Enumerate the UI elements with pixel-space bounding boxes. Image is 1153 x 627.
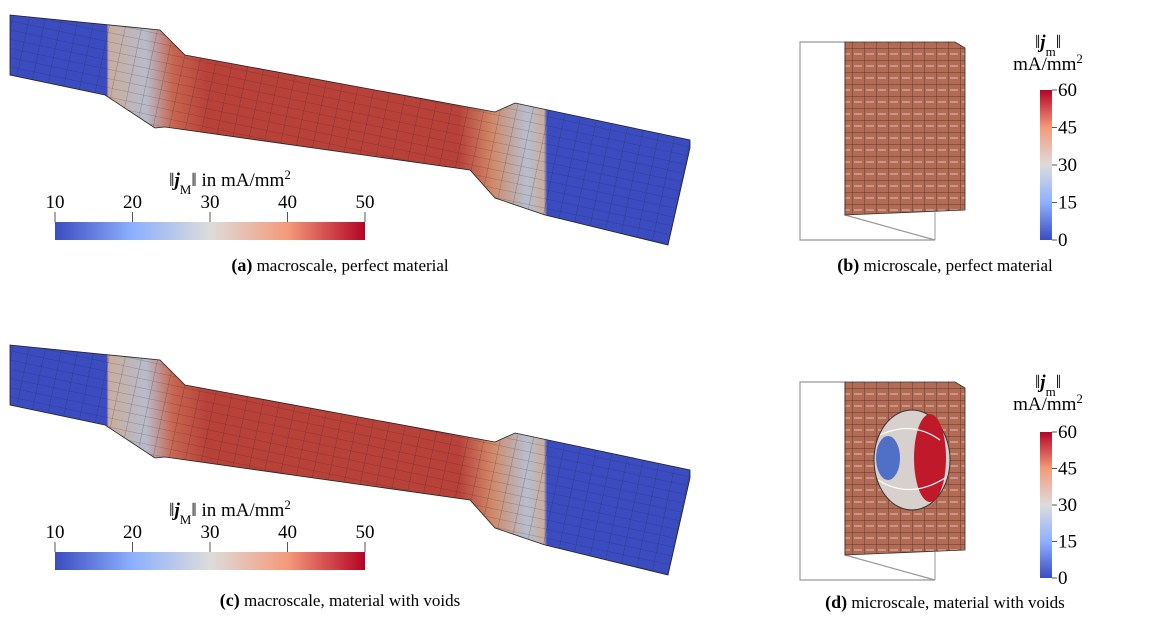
figure: (a) macroscale, perfect material10203040… — [0, 0, 1153, 627]
colorbar-title: ‖jM‖ in mA/mm2 — [169, 497, 291, 527]
caption-text: microscale, perfect material — [864, 256, 1054, 275]
tick-label: 40 — [278, 522, 297, 543]
tick-label: 30 — [1058, 155, 1077, 176]
tick-label: 60 — [1058, 422, 1077, 443]
title-part: ‖ in mA/mm — [191, 500, 284, 521]
tick-label: 20 — [123, 192, 142, 213]
tick-label: 15 — [1058, 193, 1077, 214]
caption-label: (c) — [220, 590, 240, 611]
tick-label: 50 — [356, 192, 375, 213]
tick-label: 60 — [1058, 80, 1077, 101]
micro-mesh — [800, 42, 965, 240]
tick-label: 45 — [1058, 459, 1077, 480]
caption: (a) macroscale, perfect material — [231, 255, 449, 276]
caption: (c) macroscale, material with voids — [220, 590, 460, 611]
title-part: ‖ — [1056, 372, 1061, 393]
caption-label: (b) — [837, 255, 859, 276]
colorbar — [1040, 432, 1052, 578]
tick-label: 10 — [46, 522, 65, 543]
tick-label: 45 — [1058, 118, 1077, 139]
title-part: ‖ — [1056, 32, 1061, 53]
macro-mesh — [10, 345, 690, 575]
tick-label: 10 — [46, 192, 65, 213]
tick-label: 0 — [1058, 230, 1068, 251]
caption-text: microscale, material with voids — [851, 593, 1064, 612]
tick-label: 15 — [1058, 532, 1077, 553]
micro-mesh-voids — [800, 382, 965, 580]
caption-text: macroscale, perfect material — [257, 256, 449, 275]
tick-label: 40 — [278, 192, 297, 213]
title-part: 2 — [1076, 51, 1083, 66]
tick-label: 0 — [1058, 568, 1068, 589]
caption: (d) microscale, material with voids — [825, 592, 1065, 613]
tick-label: 30 — [201, 192, 220, 213]
title-part: ‖ in mA/mm — [191, 170, 284, 191]
macro-mesh — [10, 15, 690, 245]
title-part: mA/mm — [1013, 394, 1077, 415]
colorbar-title: ‖jM‖ in mA/mm2 — [169, 167, 291, 197]
colorbar — [1040, 90, 1052, 240]
tick-label: 30 — [1058, 495, 1077, 516]
caption-label: (d) — [825, 592, 847, 613]
title-part: M — [180, 512, 192, 527]
colorbar-title: mA/mm2 — [1013, 51, 1083, 76]
colorbar — [55, 222, 365, 240]
title-part: mA/mm — [1013, 54, 1077, 75]
tick-label: 50 — [356, 522, 375, 543]
tick-label: 30 — [201, 522, 220, 543]
caption: (b) microscale, perfect material — [837, 255, 1053, 276]
caption-label: (a) — [231, 255, 252, 276]
title-part: 2 — [284, 167, 291, 182]
title-part: 2 — [284, 497, 291, 512]
title-part: M — [180, 182, 192, 197]
caption-text: macroscale, material with voids — [244, 591, 460, 610]
tick-label: 20 — [123, 522, 142, 543]
colorbar-title: mA/mm2 — [1013, 391, 1083, 416]
colorbar — [55, 552, 365, 570]
title-part: 2 — [1076, 391, 1083, 406]
